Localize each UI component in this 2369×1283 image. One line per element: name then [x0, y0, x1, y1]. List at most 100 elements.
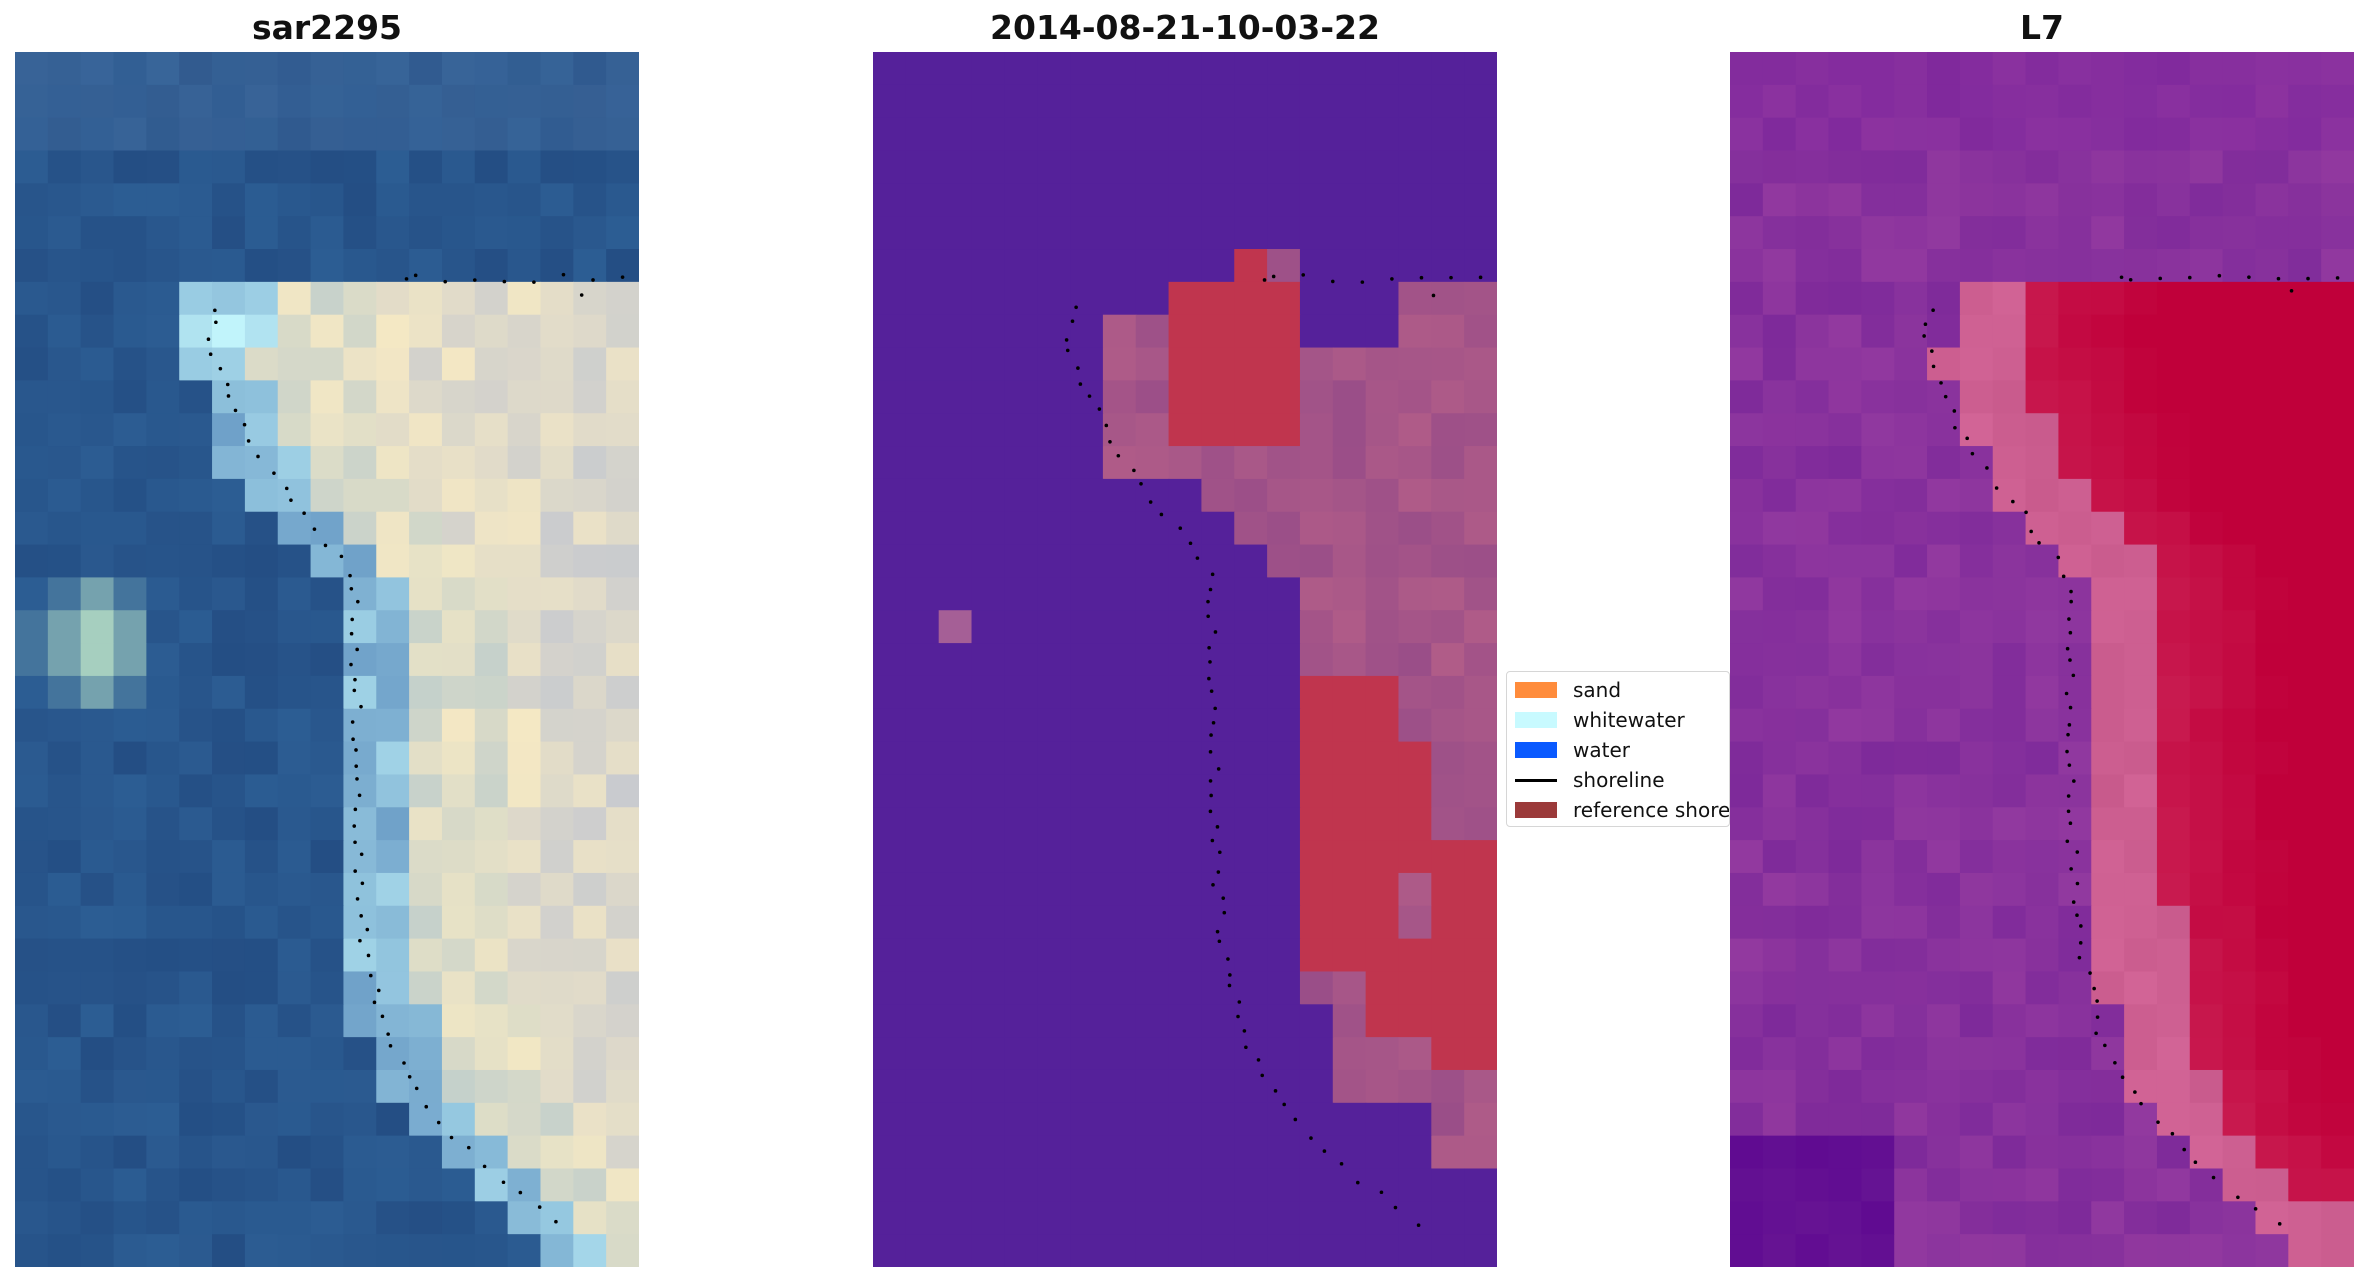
index-pixel	[1795, 52, 1830, 86]
class-pixel	[1332, 511, 1367, 546]
sar-pixel	[441, 347, 476, 382]
index-pixel	[1959, 872, 1994, 907]
index-pixel	[2189, 380, 2224, 414]
sar-pixel	[80, 216, 115, 250]
index-pixel	[2255, 544, 2289, 579]
class-pixel	[1464, 347, 1497, 382]
index-pixel	[2255, 249, 2289, 283]
class-pixel	[1464, 446, 1497, 480]
class-pixel	[971, 872, 1006, 907]
class-pixel	[1365, 216, 1400, 250]
index-pixel	[2124, 938, 2158, 973]
class-pixel	[1431, 249, 1465, 283]
sar-pixel	[573, 971, 607, 1005]
sar-pixel	[376, 380, 410, 414]
shoreline-dot	[1215, 929, 1220, 934]
classification-panel	[873, 52, 1497, 1267]
sar-pixel	[179, 1102, 213, 1137]
class-pixel	[905, 216, 940, 250]
index-pixel	[2288, 216, 2322, 250]
sar-pixel	[376, 708, 410, 743]
sar-pixel	[606, 380, 639, 414]
class-pixel	[938, 1201, 973, 1235]
sar-pixel	[573, 249, 607, 283]
class-pixel	[1234, 52, 1268, 86]
sar-pixel	[507, 1037, 542, 1071]
index-pixel	[1828, 281, 1863, 316]
sar-pixel	[179, 1004, 213, 1038]
index-pixel	[1861, 708, 1895, 743]
sar-pixel	[244, 183, 279, 217]
shoreline-dot	[482, 1164, 487, 1169]
sar-pixel	[244, 314, 279, 349]
sar-pixel	[80, 1201, 115, 1235]
class-pixel	[1070, 249, 1104, 283]
index-pixel	[2091, 577, 2125, 611]
shoreline-dot	[1209, 689, 1214, 693]
index-pixel	[1894, 1004, 1928, 1038]
class-pixel	[1267, 807, 1301, 841]
sar-pixel	[310, 840, 345, 874]
class-pixel	[1464, 708, 1497, 743]
class-pixel	[1102, 675, 1137, 710]
sar-pixel	[441, 446, 476, 480]
shoreline-dot	[1244, 1045, 1248, 1050]
sar-pixel	[441, 84, 476, 119]
sar-pixel	[179, 216, 213, 250]
class-pixel	[1332, 1168, 1367, 1202]
sar-pixel	[441, 52, 476, 86]
sar-pixel	[15, 511, 49, 546]
shoreline-dot	[2236, 1195, 2240, 1200]
class-pixel	[1365, 938, 1400, 973]
index-pixel	[2189, 314, 2224, 349]
sar-pixel	[573, 1004, 607, 1038]
sar-pixel	[376, 1201, 410, 1235]
sar-pixel	[409, 249, 443, 283]
sand-swatch	[1515, 682, 1557, 698]
class-pixel	[1004, 1037, 1038, 1071]
sar-pixel	[573, 577, 607, 611]
index-pixel	[2255, 905, 2289, 940]
class-pixel	[1168, 1004, 1203, 1038]
index-pixel	[1861, 1037, 1895, 1071]
index-pixel	[1730, 774, 1764, 808]
index-pixel	[1894, 511, 1928, 546]
class-pixel	[1431, 511, 1465, 546]
shoreline-dot	[2065, 749, 2069, 754]
class-pixel	[1037, 314, 1071, 349]
index-pixel	[1762, 1069, 1797, 1104]
sar-pixel	[343, 216, 377, 250]
class-pixel	[1168, 708, 1203, 743]
index-pixel	[1894, 183, 1928, 217]
shoreline-dot	[2068, 705, 2073, 710]
index-pixel	[1992, 446, 2027, 480]
index-pixel	[2288, 413, 2322, 447]
class-pixel	[1267, 938, 1301, 973]
class-pixel	[1431, 708, 1465, 743]
class-pixel	[1332, 1102, 1367, 1137]
class-pixel	[1398, 675, 1432, 710]
class-pixel	[1135, 380, 1170, 414]
sar-pixel	[343, 347, 377, 382]
shoreline-dot	[2037, 541, 2041, 545]
index-pixel	[2124, 1234, 2158, 1267]
sar-pixel	[277, 774, 312, 808]
sar-pixel	[179, 1037, 213, 1071]
index-pixel	[1730, 183, 1764, 217]
sar-pixel	[80, 872, 115, 907]
sar-pixel	[113, 249, 148, 283]
class-pixel	[1070, 938, 1104, 973]
class-pixel	[1365, 52, 1400, 86]
shoreline-dot	[1139, 481, 1143, 486]
sar-pixel	[343, 938, 377, 973]
sar-pixel	[573, 675, 607, 710]
shoreline-dot	[436, 1120, 441, 1125]
index-pixel	[1992, 1168, 2027, 1202]
class-pixel	[1299, 807, 1334, 841]
sar-pixel	[343, 117, 377, 152]
class-pixel	[1299, 281, 1334, 316]
sar-pixel	[146, 577, 180, 611]
class-pixel	[1431, 643, 1465, 677]
class-pixel	[938, 413, 973, 447]
shoreline-dot	[2277, 1222, 2282, 1226]
